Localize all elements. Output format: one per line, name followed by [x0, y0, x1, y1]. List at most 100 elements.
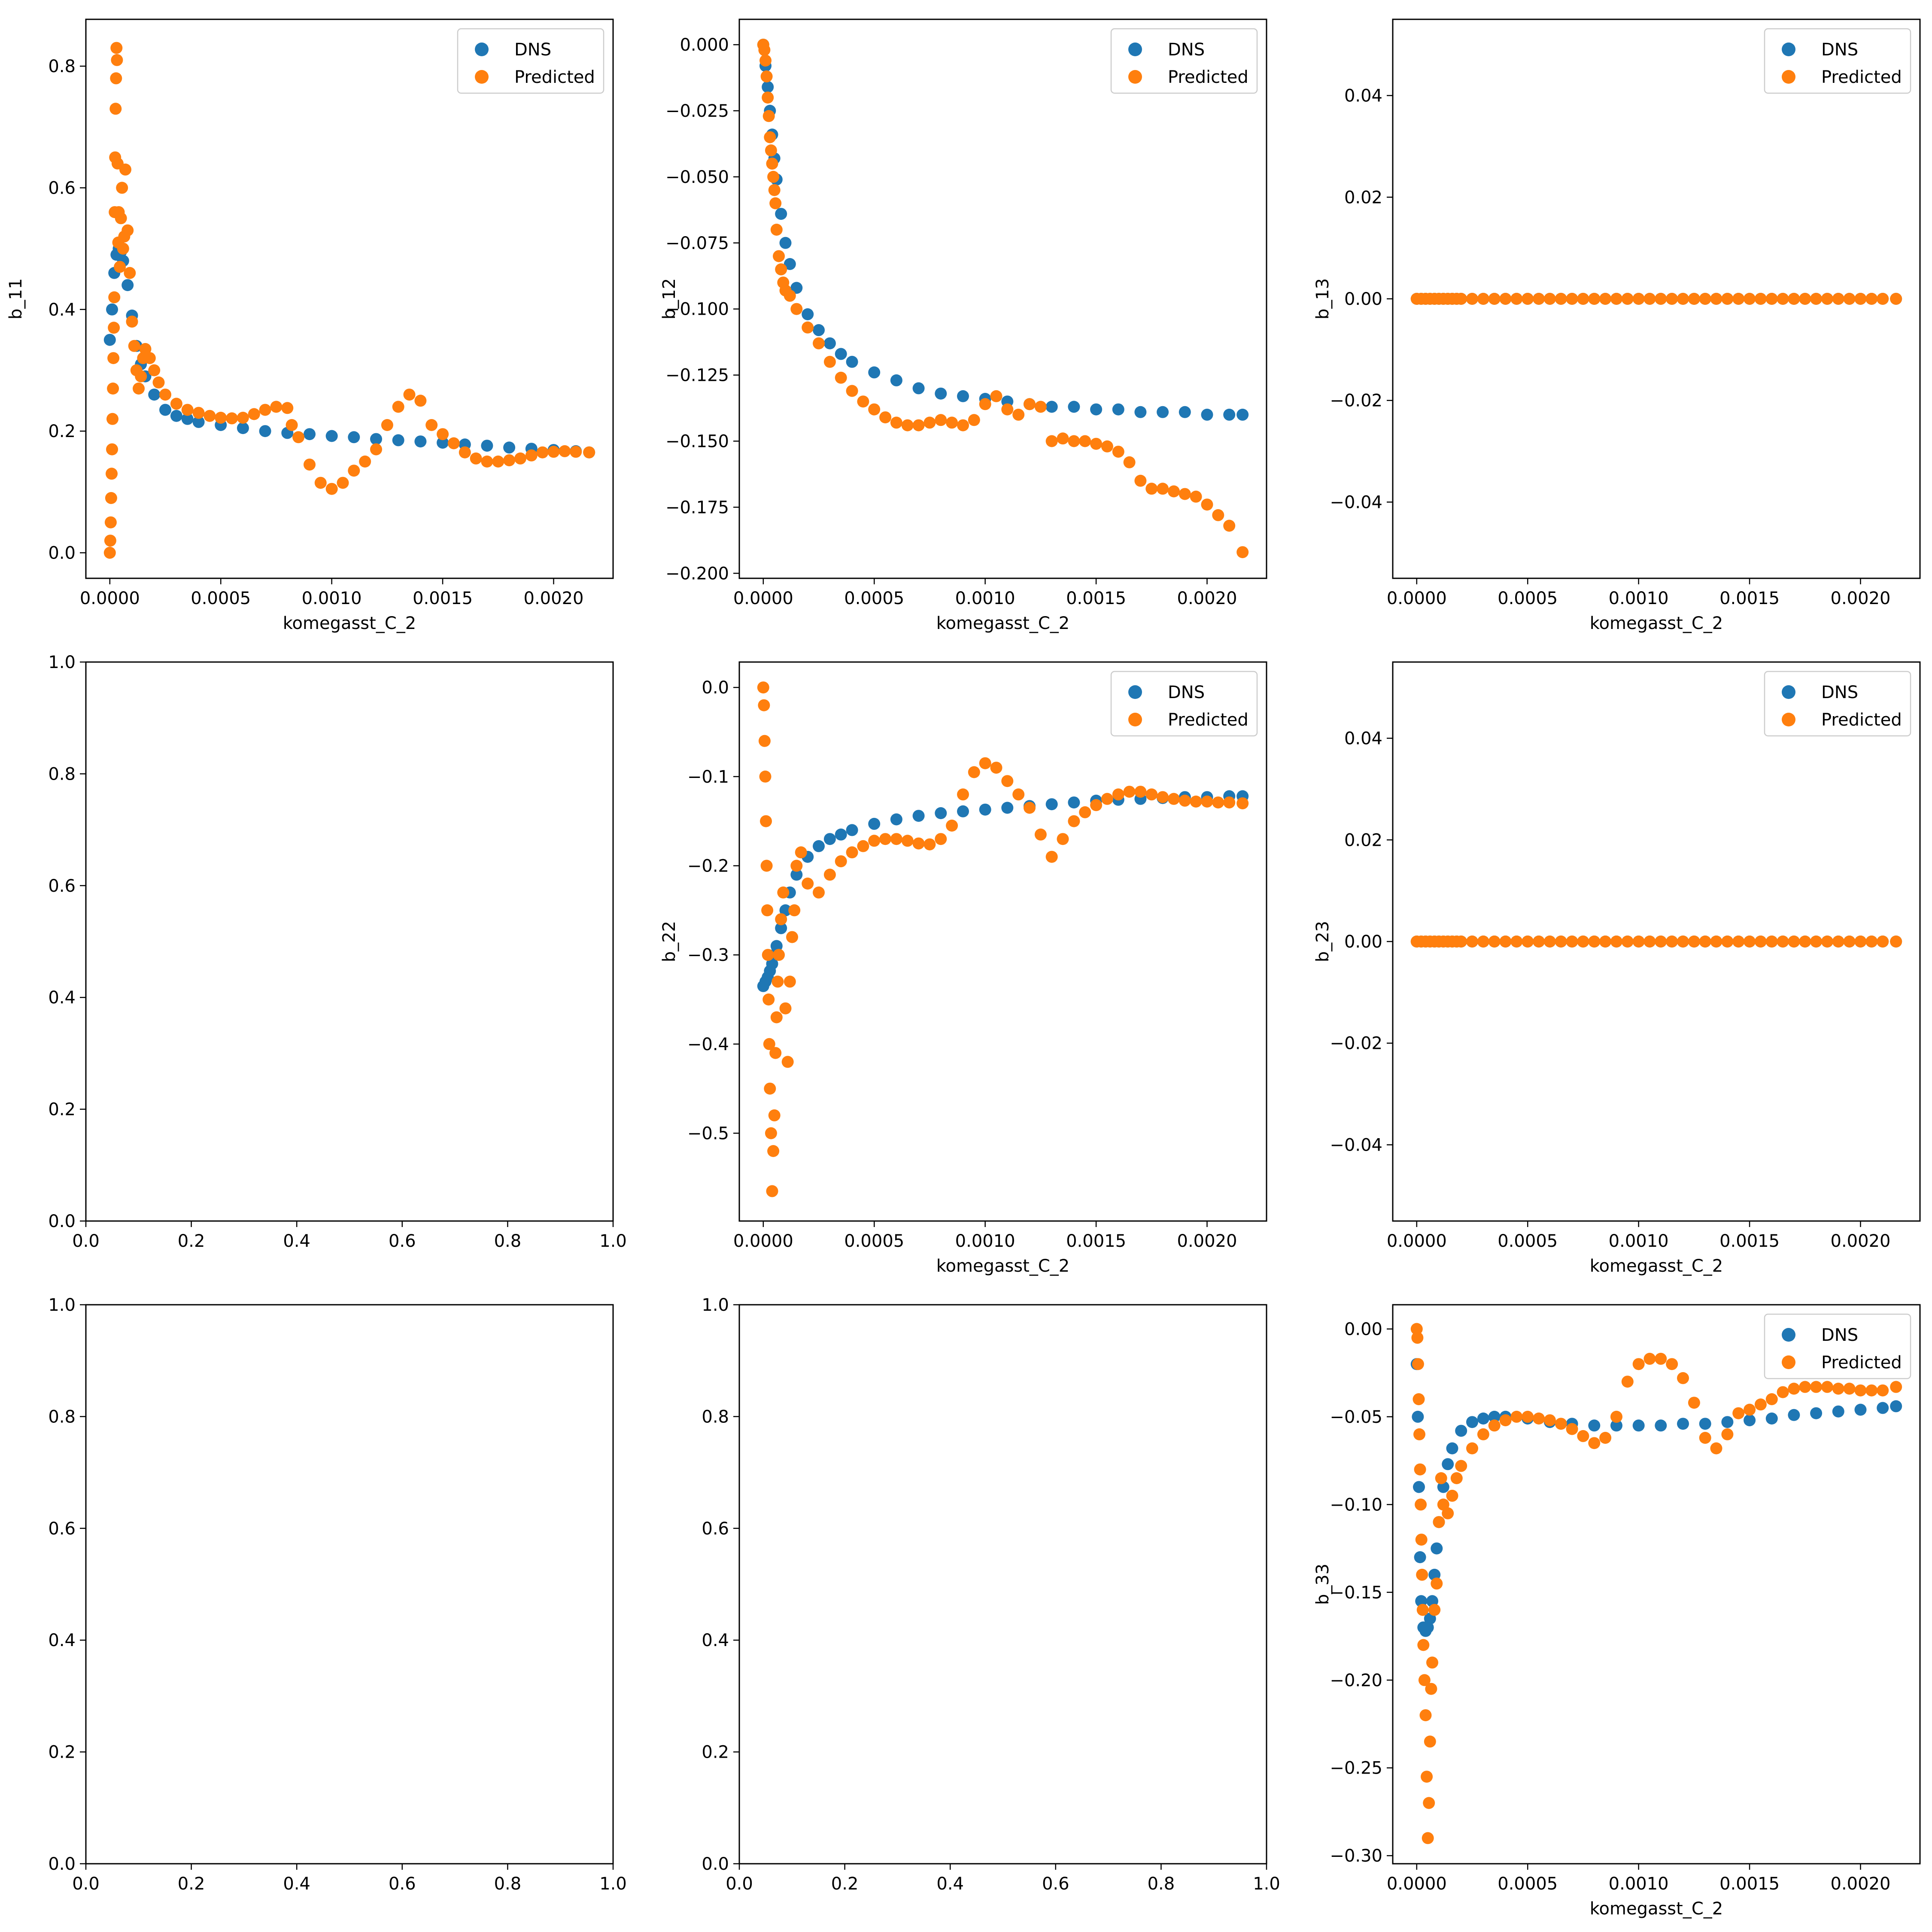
point-predicted: [1510, 293, 1523, 305]
point-predicted: [923, 416, 936, 429]
point-predicted: [765, 144, 777, 157]
point-dns: [392, 434, 404, 447]
point-dns: [1179, 406, 1191, 418]
point-dns: [1446, 1442, 1458, 1455]
series-dns: [757, 790, 1249, 992]
point-predicted: [990, 762, 1002, 774]
point-dns: [779, 904, 792, 917]
point-dns: [1832, 1405, 1844, 1418]
x-tick-label: 0.0005: [844, 589, 904, 608]
point-predicted: [107, 383, 119, 395]
point-predicted: [912, 419, 925, 431]
point-predicted: [170, 398, 182, 410]
point-predicted: [1522, 936, 1534, 948]
point-predicted: [1632, 1358, 1645, 1370]
y-tick-label: 0.00: [1344, 289, 1382, 309]
y-tick-label: 0.0: [48, 543, 76, 563]
point-predicted: [481, 456, 493, 468]
y-tick-label: −0.02: [1330, 391, 1382, 411]
point-predicted: [770, 224, 783, 236]
point-predicted: [1201, 498, 1213, 511]
y-tick-label: −0.100: [665, 300, 729, 319]
point-predicted: [1788, 293, 1800, 305]
point-predicted: [912, 837, 925, 850]
point-dns: [790, 869, 803, 881]
point-dns: [237, 422, 249, 434]
point-predicted: [1854, 936, 1867, 948]
y-tick-label: −0.1: [687, 767, 729, 787]
point-predicted: [1810, 293, 1823, 305]
point-predicted: [1001, 403, 1014, 416]
point-predicted: [1488, 293, 1501, 305]
x-tick-label: 0.0015: [1719, 1874, 1780, 1894]
point-predicted: [788, 904, 801, 917]
point-predicted: [215, 412, 227, 424]
point-predicted: [1677, 1372, 1689, 1384]
point-predicted: [403, 389, 416, 401]
x-tick-label: 0.6: [389, 1231, 416, 1251]
point-dns: [1414, 1551, 1426, 1563]
y-tick-label: 0.2: [48, 422, 76, 441]
point-predicted: [1832, 1382, 1844, 1395]
legend: DNS Predicted: [457, 28, 605, 94]
point-predicted: [459, 446, 471, 459]
point-predicted: [1416, 1568, 1428, 1581]
point-predicted: [1415, 1498, 1427, 1511]
y-tick-label: 0.4: [48, 300, 76, 320]
point-predicted: [762, 949, 774, 961]
y-tick-label: 0.4: [48, 988, 76, 1008]
point-predicted: [1414, 1463, 1426, 1476]
point-predicted: [1643, 293, 1656, 305]
y-tick-label: 0.04: [1344, 729, 1382, 749]
point-predicted: [1754, 293, 1767, 305]
point-dns: [790, 282, 803, 294]
legend: DNS Predicted: [1764, 671, 1911, 737]
legend-marker-predicted: [1128, 713, 1142, 726]
point-predicted: [1418, 1674, 1431, 1686]
point-predicted: [901, 419, 914, 431]
x-tick-label: 0.0020: [1831, 589, 1891, 608]
point-dns: [1788, 1409, 1800, 1421]
y-tick-label: 0.000: [680, 35, 729, 55]
x-tick-label: 0.0: [72, 1231, 100, 1251]
x-tick-label: 0.8: [1148, 1874, 1175, 1894]
legend-label-dns: DNS: [1821, 1325, 1858, 1345]
point-predicted: [392, 401, 404, 413]
point-predicted: [1555, 936, 1567, 948]
point-predicted: [1710, 293, 1722, 305]
point-dns: [1455, 1425, 1467, 1437]
point-predicted: [1677, 293, 1689, 305]
point-predicted: [1832, 936, 1844, 948]
point-predicted: [772, 975, 784, 988]
point-predicted: [1621, 293, 1634, 305]
y-tick-label: 0.0: [702, 1854, 729, 1874]
point-predicted: [790, 860, 803, 872]
axes-frame: [738, 18, 1267, 579]
y-tick-label: 1.0: [48, 1295, 76, 1315]
point-predicted: [835, 855, 847, 868]
y-tick-label: −0.25: [1330, 1759, 1382, 1778]
point-predicted: [1754, 936, 1767, 948]
point-dns: [813, 840, 825, 852]
point-predicted: [1123, 456, 1136, 468]
point-dns: [935, 807, 947, 819]
data-points: [1410, 936, 1902, 948]
y-tick-label: 0.4: [702, 1631, 729, 1650]
point-predicted: [1655, 936, 1667, 948]
y-tick-label: −0.125: [665, 366, 729, 386]
y-tick-label: −0.2: [687, 856, 729, 876]
point-predicted: [104, 516, 117, 529]
point-predicted: [126, 316, 138, 328]
y-tick-label: −0.025: [665, 101, 729, 121]
y-tick-label: −0.200: [665, 564, 729, 583]
x-tick-label: 0.2: [831, 1874, 859, 1894]
point-dns: [1632, 1419, 1645, 1432]
point-dns: [868, 366, 881, 379]
point-dns: [159, 404, 171, 416]
legend-box: [1764, 1313, 1911, 1379]
x-tick-label: 0.2: [178, 1874, 205, 1894]
point-predicted: [107, 352, 120, 365]
point-predicted: [1510, 936, 1523, 948]
y-tick-label: 0.2: [48, 1743, 76, 1762]
point-predicted: [237, 412, 249, 424]
